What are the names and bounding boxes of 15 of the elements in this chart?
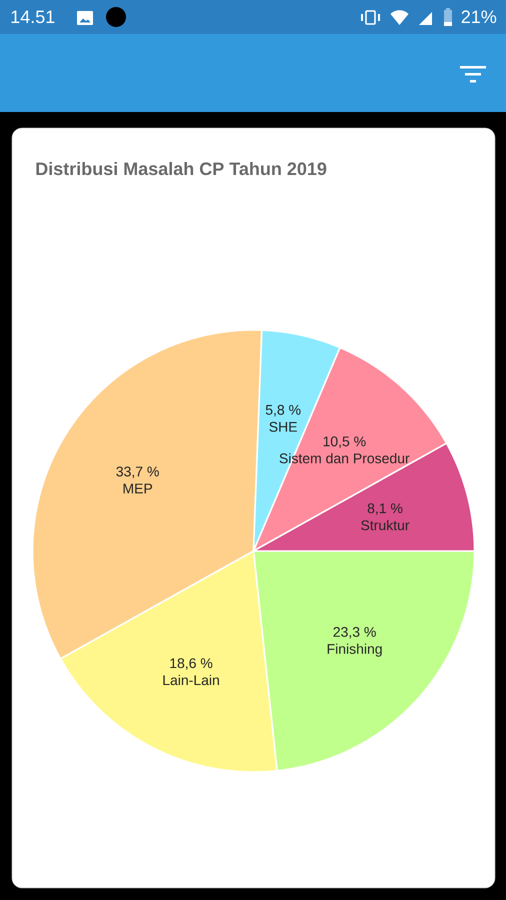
data-label: 33,7 %: [116, 466, 159, 478]
slice-label: MEP: [124, 484, 152, 494]
slice-label: Lain-Lain: [163, 674, 219, 686]
data-label: 8,1 %: [368, 503, 402, 515]
data-label: 23,3 %: [334, 626, 376, 639]
slice-label: Finishing: [328, 644, 382, 657]
chart-title: Distribusi Masalah CP Tahun 2019: [36, 162, 326, 176]
slice-label: Struktur: [361, 520, 410, 530]
data-label: 5,8 %: [266, 404, 301, 416]
slice-label: SHE: [269, 422, 297, 432]
data-label: 10,5 %: [324, 436, 366, 448]
slice-label: Sistem dan Prosedur: [280, 453, 410, 464]
text: 14.51: [12, 10, 54, 24]
data-label: 18,6 %: [170, 658, 212, 670]
text: 21%: [462, 10, 496, 24]
